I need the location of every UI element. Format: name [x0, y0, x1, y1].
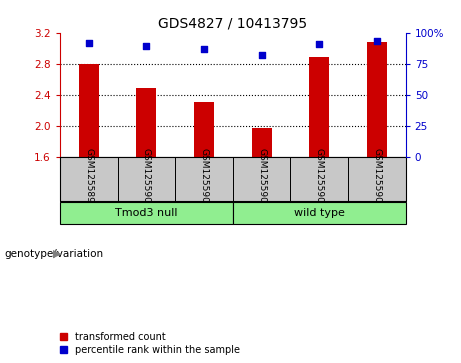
Point [200, 46, 207, 52]
Bar [309, 57, 329, 156]
Text: ▶: ▶ [53, 249, 62, 259]
Bar [252, 128, 272, 156]
Bar [194, 102, 214, 156]
Text: GSM1255903: GSM1255903 [315, 148, 324, 209]
Point [142, 44, 150, 49]
Text: Tmod3 null: Tmod3 null [115, 208, 177, 218]
Bar [60, 156, 118, 201]
Text: GSM1255902: GSM1255902 [257, 148, 266, 209]
Point [373, 38, 381, 44]
Bar [233, 203, 406, 224]
Bar [136, 89, 156, 156]
Text: GSM1255901: GSM1255901 [200, 148, 208, 209]
Point [258, 52, 266, 58]
Text: genotype/variation: genotype/variation [5, 249, 104, 259]
Title: GDS4827 / 10413795: GDS4827 / 10413795 [158, 16, 307, 30]
Text: GSM1255899: GSM1255899 [84, 148, 93, 209]
Legend: transformed count, percentile rank within the sample: transformed count, percentile rank withi… [60, 331, 240, 355]
Bar [290, 156, 348, 201]
Point [85, 40, 92, 45]
Bar [175, 156, 233, 201]
Bar [60, 203, 233, 224]
Bar [118, 156, 175, 201]
Text: GSM1255904: GSM1255904 [372, 148, 381, 209]
Point [315, 41, 323, 47]
Bar [367, 42, 387, 156]
Text: wild type: wild type [294, 208, 345, 218]
Bar [79, 64, 99, 156]
Bar [233, 156, 290, 201]
Text: GSM1255900: GSM1255900 [142, 148, 151, 209]
Bar [348, 156, 406, 201]
